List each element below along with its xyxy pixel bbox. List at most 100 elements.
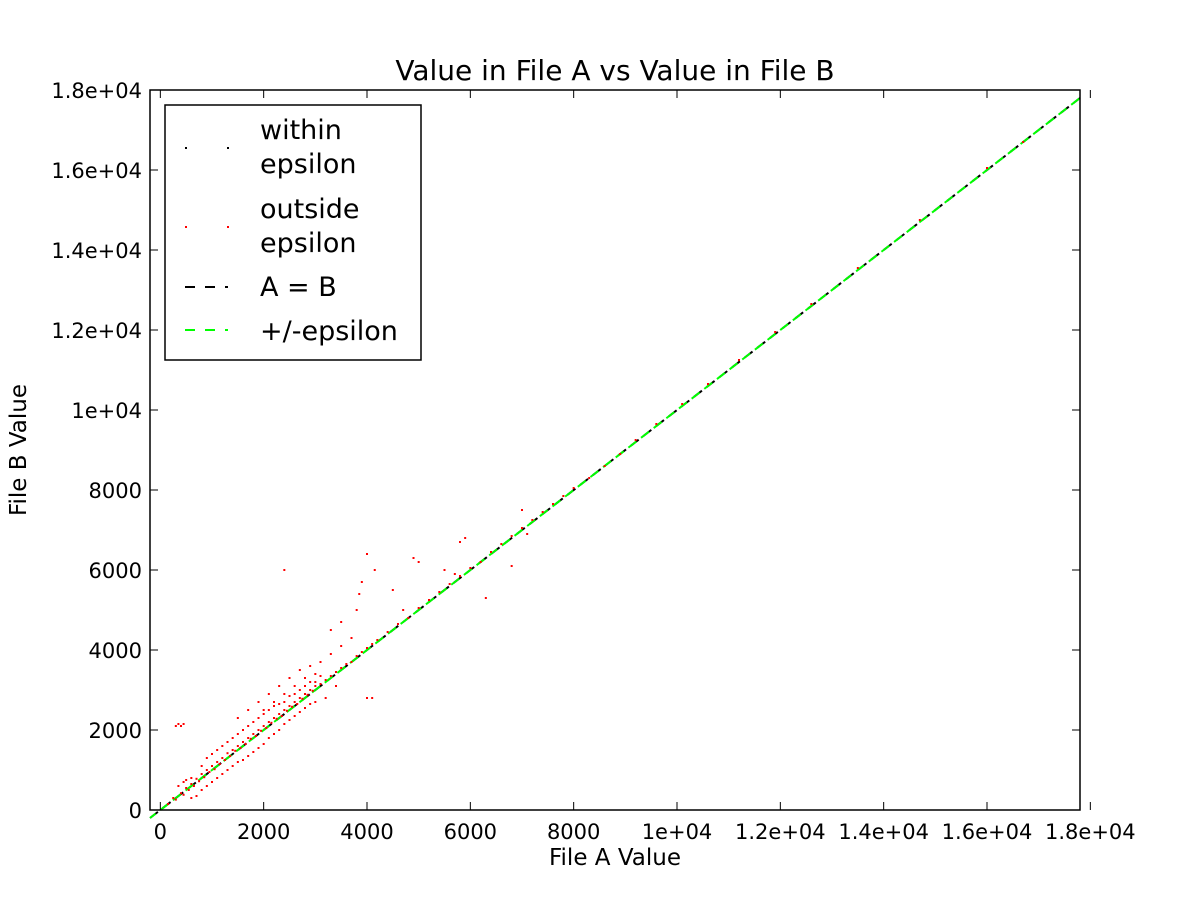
- chart-title: Value in File A vs Value in File B: [395, 54, 834, 87]
- legend-label: A = B: [260, 272, 337, 303]
- data-point: [221, 745, 224, 747]
- x-tick-label: 0: [154, 820, 167, 844]
- data-point: [298, 669, 301, 671]
- data-point: [521, 527, 523, 529]
- data-point: [531, 519, 534, 521]
- y-tick-label: 1.6e+04: [51, 159, 142, 183]
- data-point: [293, 715, 296, 717]
- data-point: [329, 629, 332, 631]
- data-point: [324, 697, 327, 699]
- data-point: [283, 701, 286, 703]
- data-point: [208, 771, 211, 773]
- data-point: [270, 721, 273, 724]
- data-point: [283, 569, 286, 571]
- plot-area: [149, 97, 1081, 819]
- x-axis-label: File A Value: [549, 845, 681, 871]
- data-point: [340, 645, 343, 647]
- data-point: [707, 383, 709, 385]
- data-point: [190, 783, 193, 785]
- data-point: [265, 727, 268, 729]
- data-point: [278, 729, 281, 731]
- data-point: [301, 697, 304, 700]
- data-point: [311, 689, 314, 692]
- data-point: [211, 781, 213, 783]
- data-point: [448, 583, 451, 585]
- data-point: [249, 737, 252, 740]
- data-point: [174, 798, 177, 801]
- data-point: [200, 789, 203, 791]
- data-point: [453, 573, 456, 575]
- x-tick-label: 1.6e+04: [942, 820, 1033, 844]
- data-point: [479, 561, 482, 563]
- data-point: [562, 495, 565, 497]
- data-point: [355, 609, 358, 611]
- data-point: [371, 643, 374, 645]
- data-point: [236, 761, 239, 763]
- data-point: [262, 725, 265, 727]
- data-point: [986, 167, 988, 169]
- y-tick-label: 6000: [89, 559, 142, 583]
- data-point: [288, 705, 291, 707]
- data-point: [244, 743, 247, 745]
- data-point: [174, 725, 177, 727]
- data-point: [293, 685, 296, 687]
- data-point: [273, 717, 275, 719]
- legend-marker: [227, 226, 229, 228]
- data-point: [350, 661, 353, 663]
- data-point: [267, 721, 270, 723]
- data-point: [267, 737, 270, 739]
- data-point: [319, 661, 322, 663]
- legend-label: epsilon: [260, 228, 356, 259]
- data-point: [252, 751, 255, 753]
- data-point: [417, 561, 420, 563]
- data-point: [366, 647, 368, 649]
- data-point: [438, 591, 441, 593]
- data-point: [231, 765, 234, 767]
- data-point: [262, 713, 265, 715]
- data-point: [216, 761, 219, 763]
- data-point: [242, 741, 244, 743]
- data-point: [285, 709, 288, 712]
- data-point: [205, 785, 208, 787]
- data-point: [267, 709, 270, 711]
- data-point: [376, 639, 379, 641]
- data-point: [288, 677, 291, 679]
- data-point: [280, 715, 283, 717]
- data-point: [167, 803, 170, 805]
- data-point: [262, 709, 265, 711]
- axis-ticks: 0 2000 4000 6000 8000 1e+04 1.2e+04 1.4e+04 1.6e…: [51, 79, 1135, 844]
- data-point: [205, 769, 208, 771]
- data-point: [283, 693, 286, 695]
- data-point: [242, 729, 244, 731]
- data-point: [655, 423, 658, 425]
- data-point: [572, 487, 575, 489]
- data-point: [1022, 141, 1025, 143]
- data-point: [293, 701, 296, 703]
- data-point: [304, 677, 306, 679]
- data-point: [373, 569, 376, 571]
- data-point: [242, 759, 244, 761]
- data-point: [738, 359, 740, 361]
- legend-marker: [185, 147, 187, 149]
- y-tick-label: 1.8e+04: [51, 79, 142, 103]
- data-point: [252, 721, 255, 723]
- data-point: [182, 781, 185, 783]
- data-point: [443, 569, 446, 571]
- data-point: [464, 537, 467, 539]
- data-point: [293, 693, 296, 695]
- data-point: [459, 575, 461, 577]
- data-point: [231, 737, 234, 739]
- data-point: [216, 777, 219, 779]
- data-point: [185, 779, 188, 781]
- data-point: [358, 593, 361, 595]
- data-point: [588, 477, 591, 479]
- data-point: [417, 607, 420, 609]
- data-point: [177, 723, 180, 725]
- data-point: [226, 741, 229, 743]
- data-point: [273, 733, 275, 735]
- y-tick-label: 8000: [89, 479, 142, 503]
- data-point: [541, 511, 544, 513]
- data-point: [247, 709, 250, 711]
- data-point: [391, 589, 394, 591]
- data-point: [192, 785, 195, 787]
